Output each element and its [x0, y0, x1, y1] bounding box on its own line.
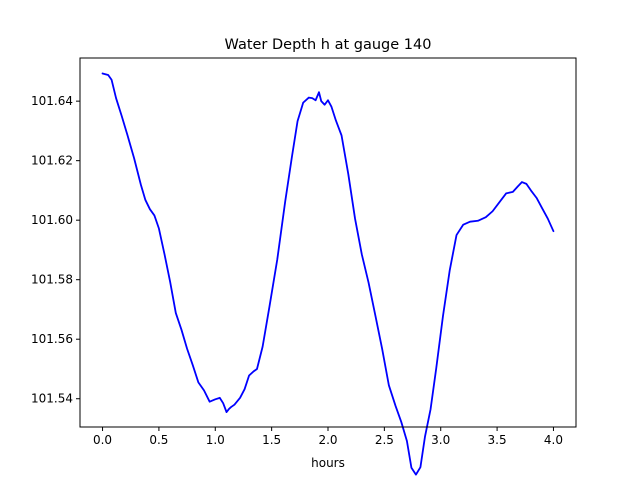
x-tick-label: 2.0 — [318, 433, 337, 447]
x-tick-label: 3.5 — [488, 433, 507, 447]
x-tick-label: 4.0 — [544, 433, 563, 447]
x-tick-label: 1.5 — [262, 433, 281, 447]
y-tick-label: 101.56 — [31, 332, 73, 346]
chart-title: Water Depth h at gauge 140 — [225, 37, 432, 53]
y-tick-label: 101.64 — [31, 94, 73, 108]
x-axis-label: hours — [311, 456, 345, 470]
series-line-0 — [101, 72, 555, 476]
y-tick-label: 101.62 — [31, 154, 73, 168]
y-tick-label: 101.60 — [31, 213, 73, 227]
x-tick-label: 3.0 — [431, 433, 450, 447]
x-tick-label: 0.5 — [149, 433, 168, 447]
x-tick-label: 0.0 — [93, 433, 112, 447]
x-axis-ticks: 0.0 0.5 1.0 1.5 2.0 2.5 3.0 3.5 4.0 — [93, 427, 563, 447]
x-tick-label: 1.0 — [206, 433, 225, 447]
x-tick-label: 2.5 — [375, 433, 394, 447]
y-tick-label: 101.58 — [31, 273, 73, 287]
y-tick-label: 101.54 — [31, 392, 73, 406]
y-axis-ticks: 101.54 101.56 101.58 101.60 101.62 101.64 — [31, 94, 80, 406]
